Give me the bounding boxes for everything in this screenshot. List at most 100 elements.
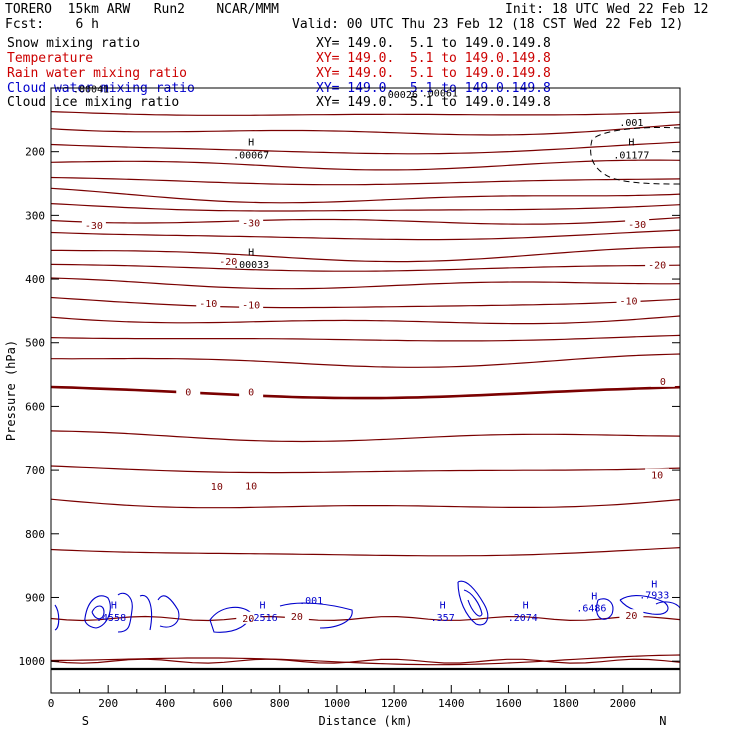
temperature-label: -30 xyxy=(628,220,646,231)
cloud-water-contour xyxy=(279,602,353,629)
temperature-label: -10 xyxy=(199,299,217,310)
temperature-contour xyxy=(51,654,680,666)
extrema-label: .00026 xyxy=(382,90,418,101)
x-axis-label: Distance (km) xyxy=(319,714,413,728)
extrema-label: .01177 xyxy=(613,151,649,162)
temperature-contour xyxy=(51,141,680,155)
snow-mixing-contour xyxy=(590,127,681,185)
temperature-label: -20 xyxy=(219,257,237,268)
y-tick-label: 1000 xyxy=(19,655,46,668)
y-tick-label: 400 xyxy=(25,273,45,286)
x-tick-label: 800 xyxy=(270,697,290,710)
x-tick-label: 1200 xyxy=(381,697,408,710)
temperature-contour xyxy=(51,111,680,116)
field-name: Temperature xyxy=(7,51,94,66)
extrema-label: .7933 xyxy=(639,591,669,602)
valid-time: Valid: 00 UTC Thu 23 Feb 12 (18 CST Wed … xyxy=(292,17,684,32)
extrema-label: H xyxy=(591,591,597,602)
temperature-contour xyxy=(51,124,680,136)
label-mask xyxy=(204,479,229,492)
label-mask xyxy=(650,374,675,387)
y-tick-label: 900 xyxy=(25,591,45,604)
y-tick-label: 300 xyxy=(25,209,45,222)
x-tick-label: 0 xyxy=(48,697,55,710)
endpoint-label-left: S xyxy=(82,714,89,728)
field-name: Cloud ice mixing ratio xyxy=(7,95,180,110)
y-tick-label: 600 xyxy=(25,400,45,413)
extrema-label: H xyxy=(248,137,254,148)
temperature-contour xyxy=(51,498,680,509)
extrema-label: .00061 xyxy=(422,88,458,99)
rain-water-contour xyxy=(51,615,680,622)
extrema-label: .001 xyxy=(299,596,323,607)
y-tick-label: 200 xyxy=(25,146,45,159)
field-xy: XY= 149.0. 5.1 to 149.0.149.8 xyxy=(316,36,551,51)
temperature-label: -20 xyxy=(648,260,666,271)
temperature-contour xyxy=(51,229,680,241)
temperature-contour xyxy=(51,385,680,400)
temperature-contour xyxy=(51,246,680,263)
temperature-contour xyxy=(51,263,680,272)
label-mask xyxy=(216,255,241,268)
field-name: Rain water mixing ratio xyxy=(7,66,188,81)
temperature-label: 20 xyxy=(291,612,303,623)
temperature-contour xyxy=(51,203,680,212)
cloud-water-contour xyxy=(91,605,105,620)
x-tick-label: 1600 xyxy=(495,697,522,710)
extrema-label: H xyxy=(440,600,446,611)
cloud-water-contour xyxy=(54,604,60,631)
label-mask xyxy=(619,609,644,622)
cloud-water-contour xyxy=(655,601,681,609)
field-xy: XY= 149.0. 5.1 to 149.0.149.8 xyxy=(316,66,551,81)
temperature-contour xyxy=(51,334,680,342)
extrema-label: H xyxy=(523,600,529,611)
model-title: TORERO 15km ARW Run2 NCAR/MMM xyxy=(5,2,279,17)
cloud-water-contour xyxy=(457,580,489,626)
temperature-label: -30 xyxy=(85,221,103,232)
cloud-water-contour xyxy=(117,592,133,633)
temperature-label: 0 xyxy=(248,388,254,399)
forecast-hour: Fcst: 6 h xyxy=(5,17,99,32)
extrema-label: .2516 xyxy=(248,613,278,624)
extrema-label: H xyxy=(111,600,117,611)
label-mask xyxy=(236,611,261,624)
temperature-label: 10 xyxy=(245,481,257,492)
cloud-water-contour xyxy=(463,589,483,617)
cloud-water-contour xyxy=(157,595,180,628)
label-mask xyxy=(176,385,201,398)
temperature-label: 20 xyxy=(625,611,637,622)
extrema-label: H xyxy=(628,137,634,148)
field-xy: XY= 149.0. 5.1 to 149.0.149.8 xyxy=(316,95,551,110)
temperature-contour xyxy=(51,217,680,225)
temperature-contour xyxy=(51,353,680,368)
x-tick-label: 1800 xyxy=(552,697,579,710)
temperature-label: 10 xyxy=(651,470,663,481)
temperature-contour xyxy=(51,547,680,557)
temperature-contour xyxy=(51,465,680,474)
extrema-label: .00041 xyxy=(73,84,109,95)
label-mask xyxy=(239,298,264,311)
label-mask xyxy=(239,479,264,492)
x-tick-label: 1400 xyxy=(438,697,465,710)
y-tick-label: 700 xyxy=(25,464,45,477)
y-axis-label: Pressure (hPa) xyxy=(4,340,18,441)
extrema-label: H xyxy=(248,247,254,258)
x-tick-label: 1000 xyxy=(324,697,351,710)
temperature-label: 0 xyxy=(660,377,666,388)
label-mask xyxy=(196,297,221,310)
extrema-label: .00033 xyxy=(233,260,269,271)
temperature-contour xyxy=(51,430,680,443)
label-mask xyxy=(645,258,670,271)
temperature-label: -10 xyxy=(620,297,638,308)
field-xy: XY= 149.0. 5.1 to 149.0.149.8 xyxy=(316,51,551,66)
extrema-label: .2074 xyxy=(508,613,538,624)
temperature-contour xyxy=(51,187,680,204)
label-mask xyxy=(239,385,264,398)
extrema-label: H xyxy=(260,600,266,611)
temperature-contour xyxy=(51,176,680,186)
x-tick-label: 600 xyxy=(213,697,233,710)
label-mask xyxy=(616,294,641,307)
x-tick-label: 2000 xyxy=(610,697,637,710)
label-mask xyxy=(239,216,264,229)
